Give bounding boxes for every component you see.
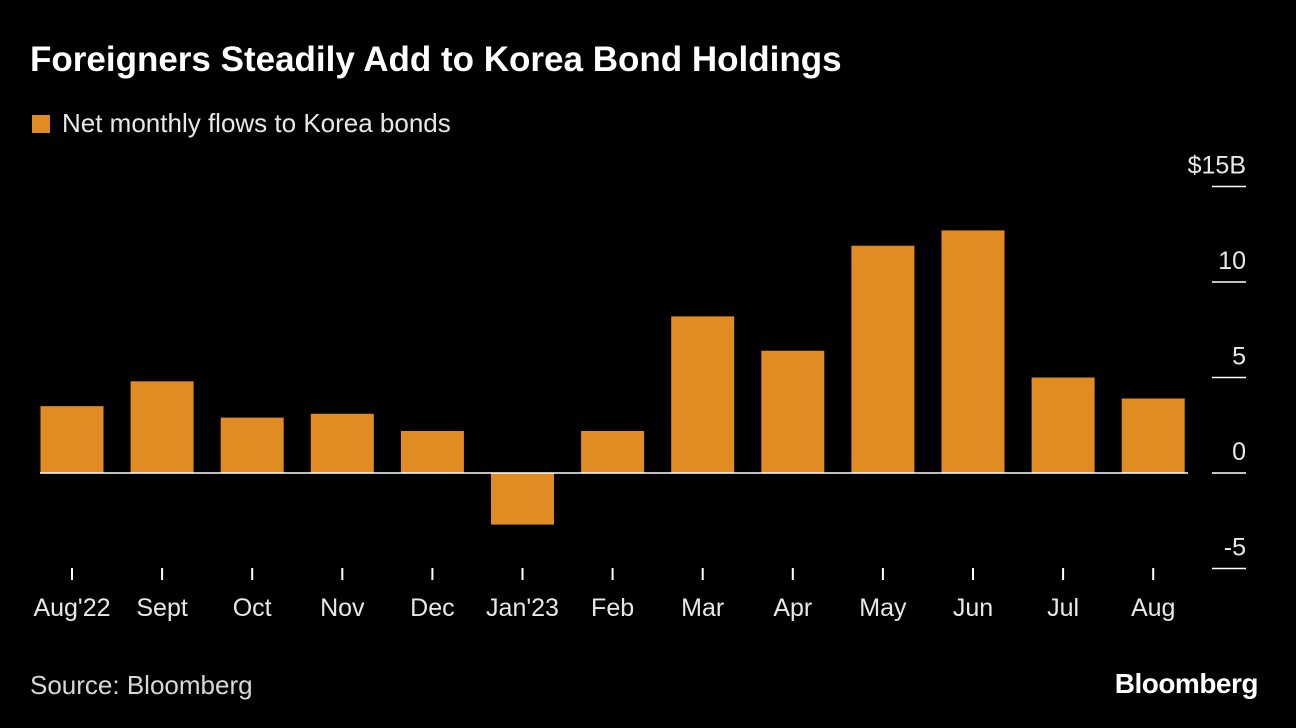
x-tick-label: Oct	[233, 594, 272, 622]
bar-Oct	[220, 417, 284, 473]
x-tick-label: Apr	[773, 594, 812, 622]
y-tick-label: 0	[1232, 438, 1246, 466]
bar-Aug	[1121, 398, 1185, 473]
bar-May	[851, 245, 915, 473]
x-tick-label: Mar	[681, 594, 724, 622]
bar-Feb	[581, 430, 645, 473]
bar-Nov	[310, 413, 374, 473]
bar-Jun	[941, 230, 1005, 473]
bar-Mar	[671, 316, 735, 473]
chart-title: Foreigners Steadily Add to Korea Bond Ho…	[30, 40, 842, 79]
bar-Aug'22	[40, 406, 104, 473]
x-tick-label: Sept	[136, 594, 187, 622]
bloomberg-logo: Bloomberg	[1114, 668, 1259, 699]
bar-Jan'23	[491, 473, 554, 525]
bar-Apr	[761, 350, 825, 473]
x-tick-label: Nov	[320, 594, 365, 622]
legend: Net monthly flows to Korea bonds	[32, 108, 451, 139]
y-tick-label: -5	[1224, 534, 1246, 562]
y-tick-label: 10	[1218, 247, 1246, 275]
bar-Sept	[130, 381, 194, 473]
legend-swatch	[32, 114, 50, 133]
bar-Jul	[1031, 377, 1095, 473]
bar-Dec	[400, 430, 464, 473]
x-tick-label: Feb	[591, 594, 634, 622]
x-tick-label: Jan'23	[486, 594, 559, 622]
legend-label: Net monthly flows to Korea bonds	[62, 108, 451, 138]
source-note: Source: Bloomberg	[30, 670, 253, 700]
x-tick-label: Jul	[1047, 594, 1079, 622]
y-tick-label: 5	[1232, 343, 1246, 371]
y-tick-label: $15B	[1188, 152, 1246, 180]
x-tick-label: Dec	[410, 594, 454, 622]
x-tick-label: Aug'22	[33, 594, 110, 622]
x-tick-label: Aug	[1131, 594, 1175, 622]
x-tick-label: May	[859, 594, 907, 622]
x-tick-label: Jun	[953, 594, 993, 622]
